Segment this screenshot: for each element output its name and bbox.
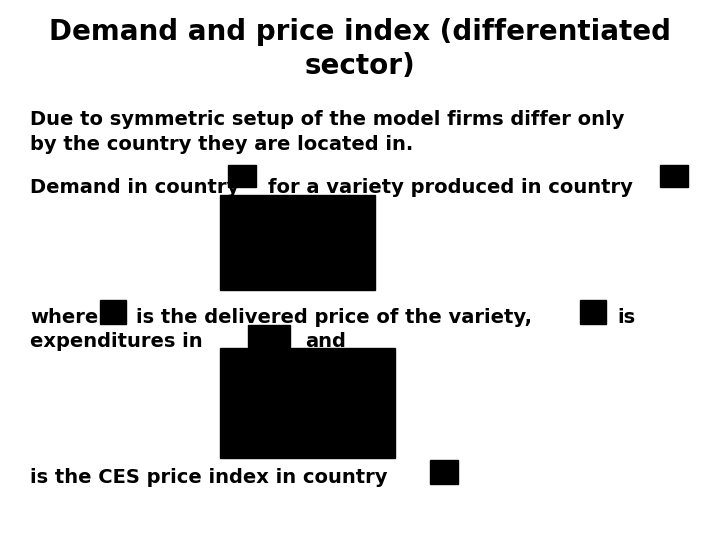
Text: Due to symmetric setup of the model firms differ only
by the country they are lo: Due to symmetric setup of the model firm…: [30, 110, 624, 154]
Text: is the delivered price of the variety,: is the delivered price of the variety,: [136, 308, 532, 327]
Text: Demand in country: Demand in country: [30, 178, 239, 197]
Text: is the CES price index in country: is the CES price index in country: [30, 468, 387, 487]
Text: Demand and price index (differentiated: Demand and price index (differentiated: [49, 18, 671, 46]
Text: sector): sector): [305, 52, 415, 80]
Text: and: and: [305, 332, 346, 351]
Bar: [248, 325, 290, 347]
Bar: [220, 348, 395, 458]
Text: for a variety produced in country: for a variety produced in country: [268, 178, 633, 197]
Text: is: is: [617, 308, 635, 327]
Bar: [220, 195, 375, 290]
Bar: [580, 300, 606, 324]
Bar: [100, 300, 126, 324]
Text: expenditures in: expenditures in: [30, 332, 202, 351]
Bar: [430, 460, 458, 484]
Bar: [228, 165, 256, 187]
Bar: [660, 165, 688, 187]
Text: where: where: [30, 308, 98, 327]
